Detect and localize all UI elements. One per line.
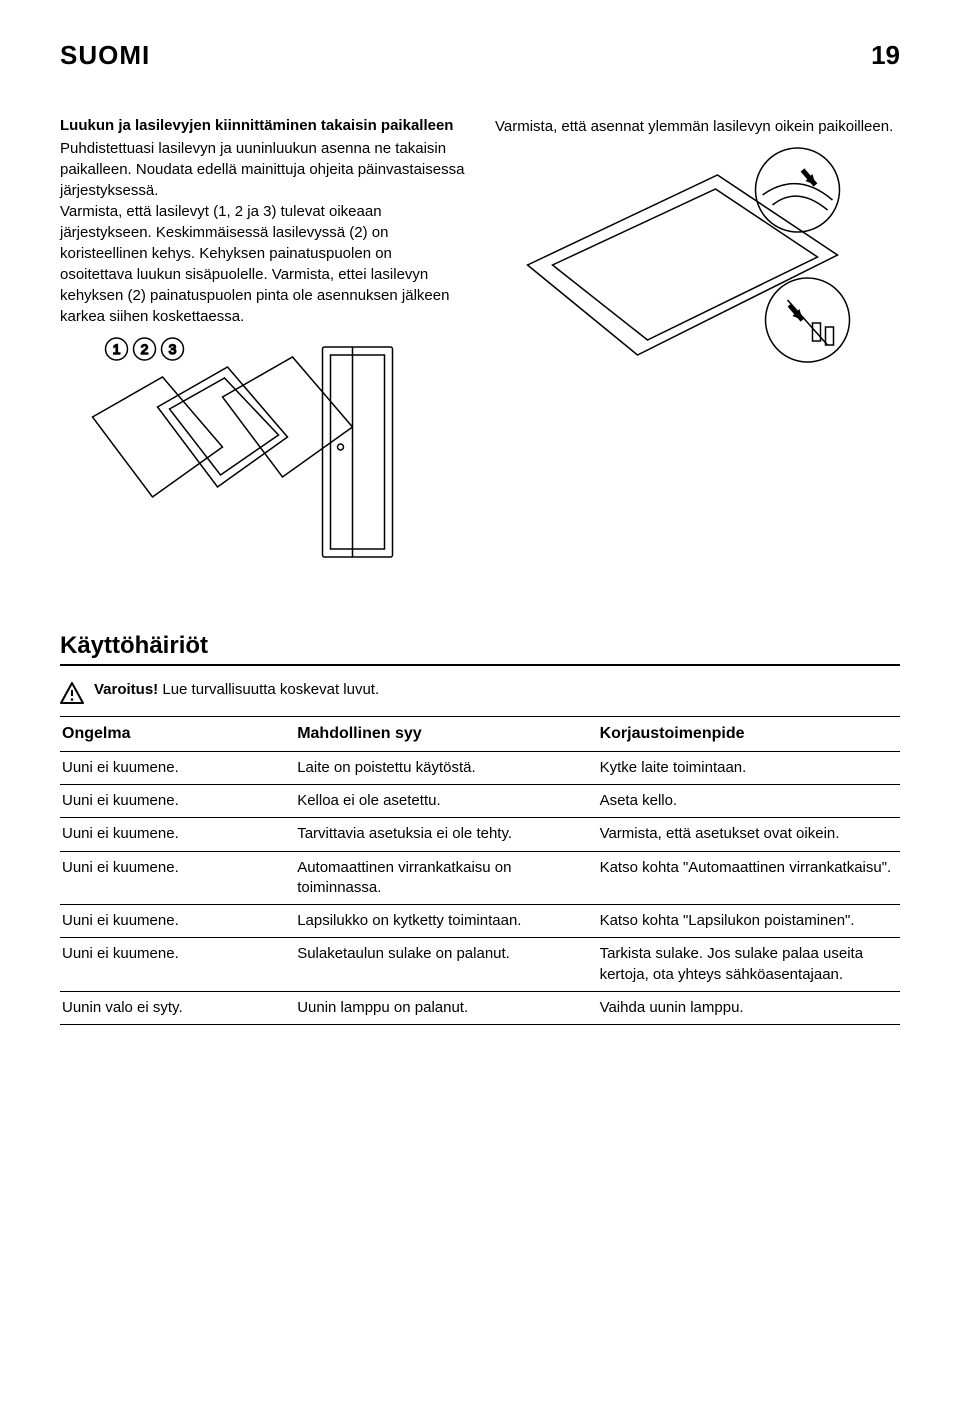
- table-cell: Tarvittavia asetuksia ei ole tehty.: [295, 818, 597, 851]
- table-cell: Sulaketaulun sulake on palanut.: [295, 938, 597, 992]
- table-row: Uuni ei kuumene.Laite on poistettu käytö…: [60, 751, 900, 784]
- panel-label-1: 1: [113, 341, 121, 357]
- table-cell: Katso kohta "Lapsilukon poistaminen".: [598, 905, 900, 938]
- table-row: Uuni ei kuumene.Sulaketaulun sulake on p…: [60, 938, 900, 992]
- table-cell: Lapsilukko on kytketty toimintaan.: [295, 905, 597, 938]
- warning-rest: Lue turvallisuutta koskevat luvut.: [158, 681, 379, 698]
- warning-block: Varoitus! Lue turvallisuutta koskevat lu…: [60, 680, 463, 704]
- table-row: Uuni ei kuumene.Lapsilukko on kytketty t…: [60, 905, 900, 938]
- table-header-row: Ongelma Mahdollinen syy Korjaustoimenpid…: [60, 717, 900, 752]
- table-cell: Uuni ei kuumene.: [60, 751, 295, 784]
- right-body: Varmista, että asennat ylemmän lasilevyn…: [495, 116, 900, 137]
- panel-label-3: 3: [169, 341, 177, 357]
- table-cell: Aseta kello.: [598, 785, 900, 818]
- table-row: Uuni ei kuumene.Kelloa ei ole asetettu.A…: [60, 785, 900, 818]
- table-row: Uuni ei kuumene.Tarvittavia asetuksia ei…: [60, 818, 900, 851]
- table-cell: Kelloa ei ole asetettu.: [295, 785, 597, 818]
- table-cell: Uuni ei kuumene.: [60, 851, 295, 905]
- table-cell: Uuni ei kuumene.: [60, 938, 295, 992]
- language-label: SUOMI: [60, 40, 150, 71]
- table-cell: Vaihda uunin lamppu.: [598, 991, 900, 1024]
- table-row: Uunin valo ei syty.Uunin lamppu on palan…: [60, 991, 900, 1024]
- warning-text: Varoitus! Lue turvallisuutta koskevat lu…: [94, 680, 379, 700]
- col-problem: Ongelma: [60, 717, 295, 752]
- table-cell: Automaattinen virrankatkaisu on toiminna…: [295, 851, 597, 905]
- col-cause: Mahdollinen syy: [295, 717, 597, 752]
- glass-seating-figure: [495, 145, 900, 375]
- glass-panels-figure: 1 2 3: [60, 327, 465, 587]
- page-number: 19: [871, 40, 900, 71]
- left-body: Puhdistettuasi lasilevyn ja uuninluukun …: [60, 138, 465, 327]
- table-cell: Uunin valo ei syty.: [60, 991, 295, 1024]
- table-cell: Varmista, että asetukset ovat oikein.: [598, 818, 900, 851]
- instruction-columns: Luukun ja lasilevyjen kiinnittäminen tak…: [60, 116, 900, 592]
- table-row: Uuni ei kuumene.Automaattinen virrankatk…: [60, 851, 900, 905]
- warning-bold: Varoitus!: [94, 681, 158, 698]
- table-cell: Uuni ei kuumene.: [60, 818, 295, 851]
- table-cell: Tarkista sulake. Jos sulake palaa useita…: [598, 938, 900, 992]
- warning-icon: [60, 682, 84, 704]
- table-cell: Uuni ei kuumene.: [60, 905, 295, 938]
- right-column: Varmista, että asennat ylemmän lasilevyn…: [495, 116, 900, 592]
- table-cell: Uuni ei kuumene.: [60, 785, 295, 818]
- col-fix: Korjaustoimenpide: [598, 717, 900, 752]
- table-cell: Katso kohta "Automaattinen virrankatkais…: [598, 851, 900, 905]
- page-header: SUOMI 19: [60, 40, 900, 71]
- left-column: Luukun ja lasilevyjen kiinnittäminen tak…: [60, 116, 465, 592]
- troubleshoot-title: Käyttöhäiriöt: [60, 632, 900, 666]
- table-cell: Kytke laite toimintaan.: [598, 751, 900, 784]
- left-subtitle: Luukun ja lasilevyjen kiinnittäminen tak…: [60, 116, 465, 136]
- panel-label-2: 2: [141, 341, 149, 357]
- table-cell: Uunin lamppu on palanut.: [295, 991, 597, 1024]
- table-cell: Laite on poistettu käytöstä.: [295, 751, 597, 784]
- troubleshoot-table: Ongelma Mahdollinen syy Korjaustoimenpid…: [60, 716, 900, 1025]
